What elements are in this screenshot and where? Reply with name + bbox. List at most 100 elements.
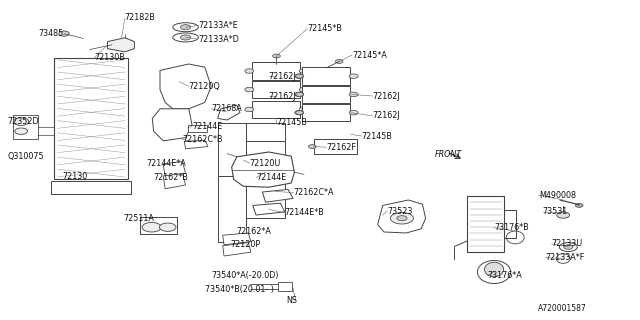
Circle shape [300, 107, 308, 112]
Text: 72162*B: 72162*B [154, 173, 188, 182]
Text: 72120Q: 72120Q [189, 82, 221, 91]
Text: 73540*B(20.01- ): 73540*B(20.01- ) [205, 285, 274, 294]
Ellipse shape [556, 254, 570, 263]
Circle shape [557, 212, 570, 218]
Text: 72120P: 72120P [230, 240, 260, 249]
Text: 72145*B: 72145*B [307, 24, 342, 33]
Bar [467, 196, 504, 252]
Text: 72145B: 72145B [362, 132, 392, 140]
Text: 73523: 73523 [387, 207, 413, 216]
Ellipse shape [173, 33, 198, 42]
Circle shape [300, 87, 308, 92]
Circle shape [349, 110, 358, 115]
Polygon shape [184, 140, 208, 149]
Bar [253, 81, 301, 99]
Circle shape [273, 54, 280, 58]
Polygon shape [232, 152, 294, 187]
Text: 73540*A(-20.0D): 73540*A(-20.0D) [211, 271, 278, 280]
Circle shape [15, 128, 28, 134]
Circle shape [295, 110, 304, 115]
Bar [54, 58, 128, 179]
Text: 72182B: 72182B [125, 13, 156, 22]
Circle shape [159, 223, 176, 231]
Text: 72130B: 72130B [95, 53, 125, 62]
Bar [140, 217, 177, 234]
Bar [246, 123, 285, 141]
Text: 72145*A: 72145*A [352, 51, 387, 60]
Circle shape [300, 69, 308, 73]
Circle shape [308, 145, 316, 148]
Text: 72144E*B: 72144E*B [285, 208, 324, 217]
Polygon shape [378, 200, 426, 233]
Circle shape [295, 74, 304, 78]
Text: 72162J: 72162J [372, 92, 400, 100]
Circle shape [296, 111, 303, 115]
Text: A720001587: A720001587 [538, 304, 586, 313]
Circle shape [180, 25, 191, 30]
Circle shape [335, 60, 343, 63]
Text: 72144E: 72144E [192, 122, 222, 131]
Circle shape [295, 92, 304, 97]
Circle shape [245, 69, 253, 73]
Polygon shape [223, 233, 251, 245]
Ellipse shape [477, 260, 511, 284]
Text: 72162J: 72162J [269, 72, 296, 81]
Bar [246, 177, 285, 218]
Text: Q310075: Q310075 [8, 152, 44, 161]
Circle shape [245, 87, 253, 92]
Circle shape [575, 204, 583, 207]
Circle shape [142, 222, 161, 232]
Bar [51, 181, 131, 194]
Text: 72133A*E: 72133A*E [198, 21, 238, 30]
Circle shape [559, 243, 577, 252]
Bar [303, 68, 351, 85]
Polygon shape [218, 105, 240, 120]
Bar [253, 100, 301, 118]
Text: 72511A: 72511A [124, 214, 154, 223]
Text: 72162C*A: 72162C*A [293, 188, 333, 197]
Text: 73531: 73531 [543, 207, 568, 216]
Bar [13, 115, 38, 139]
Bar [303, 104, 351, 122]
Text: 72168A: 72168A [211, 104, 242, 113]
Bar [246, 141, 285, 177]
Text: 72162J: 72162J [269, 92, 296, 100]
Text: FRONT: FRONT [435, 150, 463, 159]
Circle shape [180, 35, 191, 40]
Text: 73176*A: 73176*A [488, 271, 522, 280]
Circle shape [349, 92, 358, 97]
Bar [253, 62, 301, 80]
Text: NS: NS [287, 296, 298, 305]
Bar [314, 139, 357, 154]
Text: 72144E: 72144E [256, 173, 286, 182]
Text: 72133A*F: 72133A*F [545, 253, 584, 262]
Polygon shape [152, 109, 192, 141]
Circle shape [59, 31, 69, 36]
Text: 72120U: 72120U [250, 159, 281, 168]
Text: M490008: M490008 [539, 191, 576, 200]
Text: 72130: 72130 [63, 172, 88, 180]
Ellipse shape [484, 262, 504, 276]
Ellipse shape [506, 231, 524, 244]
Polygon shape [253, 203, 285, 215]
Circle shape [13, 118, 29, 125]
Text: 72133A*D: 72133A*D [198, 35, 239, 44]
Polygon shape [163, 173, 186, 189]
Circle shape [296, 74, 303, 78]
Text: 72162C*B: 72162C*B [182, 135, 223, 144]
Text: 72162F: 72162F [326, 143, 356, 152]
Bar [218, 123, 246, 177]
Text: 73485: 73485 [38, 29, 63, 38]
Circle shape [296, 92, 303, 96]
Polygon shape [108, 38, 134, 52]
Text: 72352D: 72352D [8, 117, 39, 126]
Text: 72133U: 72133U [552, 239, 583, 248]
Bar [303, 86, 351, 103]
Text: 73176*B: 73176*B [494, 223, 529, 232]
Circle shape [564, 245, 573, 249]
Circle shape [245, 107, 253, 112]
Text: 72162J: 72162J [372, 111, 400, 120]
Text: 72162*A: 72162*A [237, 227, 271, 236]
Circle shape [349, 74, 358, 78]
Polygon shape [160, 64, 211, 109]
